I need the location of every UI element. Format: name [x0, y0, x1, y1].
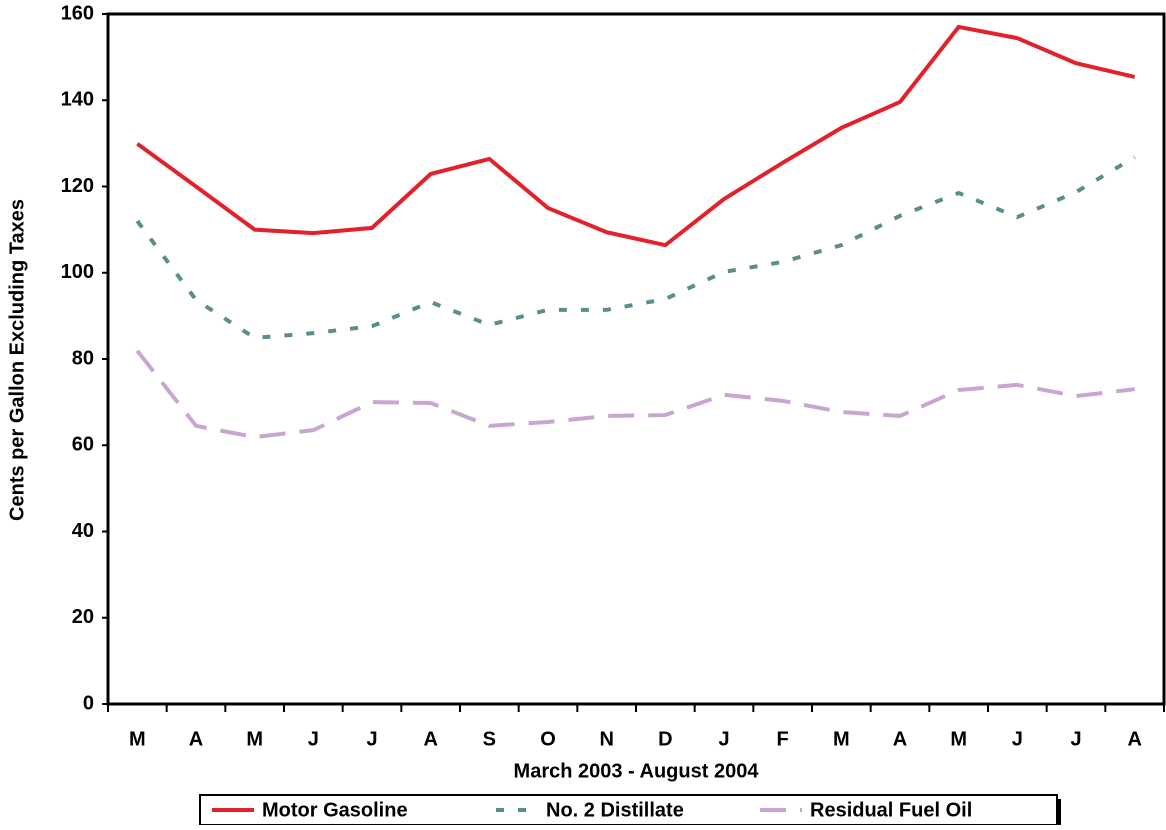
x-tick-label: A [893, 728, 907, 750]
y-tick-label: 40 [72, 520, 94, 542]
y-tick-label: 60 [72, 434, 94, 456]
legend-label: Motor Gasoline [262, 799, 408, 821]
x-tick-label: J [718, 728, 729, 750]
x-tick-label: M [129, 728, 146, 750]
x-tick-label: J [308, 728, 319, 750]
x-tick-label: J [366, 728, 377, 750]
x-tick-label: F [777, 728, 789, 750]
x-tick-label: A [423, 728, 437, 750]
legend-label: Residual Fuel Oil [810, 799, 972, 821]
y-tick-label: 140 [61, 89, 94, 111]
x-tick-label: D [658, 728, 672, 750]
y-tick-label: 120 [61, 175, 94, 197]
plot-frame [106, 12, 1166, 706]
x-tick-label: N [599, 728, 613, 750]
y-tick-label: 100 [61, 261, 94, 283]
x-tick-label: M [950, 728, 967, 750]
x-tick-label: M [246, 728, 263, 750]
x-tick-label: J [1070, 728, 1081, 750]
legend-label: No. 2 Distillate [546, 799, 684, 821]
legend-box [199, 794, 1058, 826]
series-line [136, 24, 1136, 248]
y-tick-label: 20 [72, 606, 94, 628]
y-tick-label: 80 [72, 347, 94, 369]
x-tick-label: S [483, 728, 496, 750]
series-line [135, 155, 1136, 340]
y-tick-label: 0 [83, 692, 94, 714]
y-axis-title: Cents per Gallon Excluding Taxes [6, 199, 28, 521]
x-tick-label: J [1012, 728, 1023, 750]
x-axis-title: March 2003 - August 2004 [514, 760, 760, 782]
y-tick-label: 160 [61, 2, 94, 24]
x-tick-label: A [1127, 728, 1141, 750]
x-tick-label: M [833, 728, 850, 750]
series-line [135, 349, 1135, 440]
x-tick-label: O [540, 728, 556, 750]
x-tick-label: A [189, 728, 203, 750]
